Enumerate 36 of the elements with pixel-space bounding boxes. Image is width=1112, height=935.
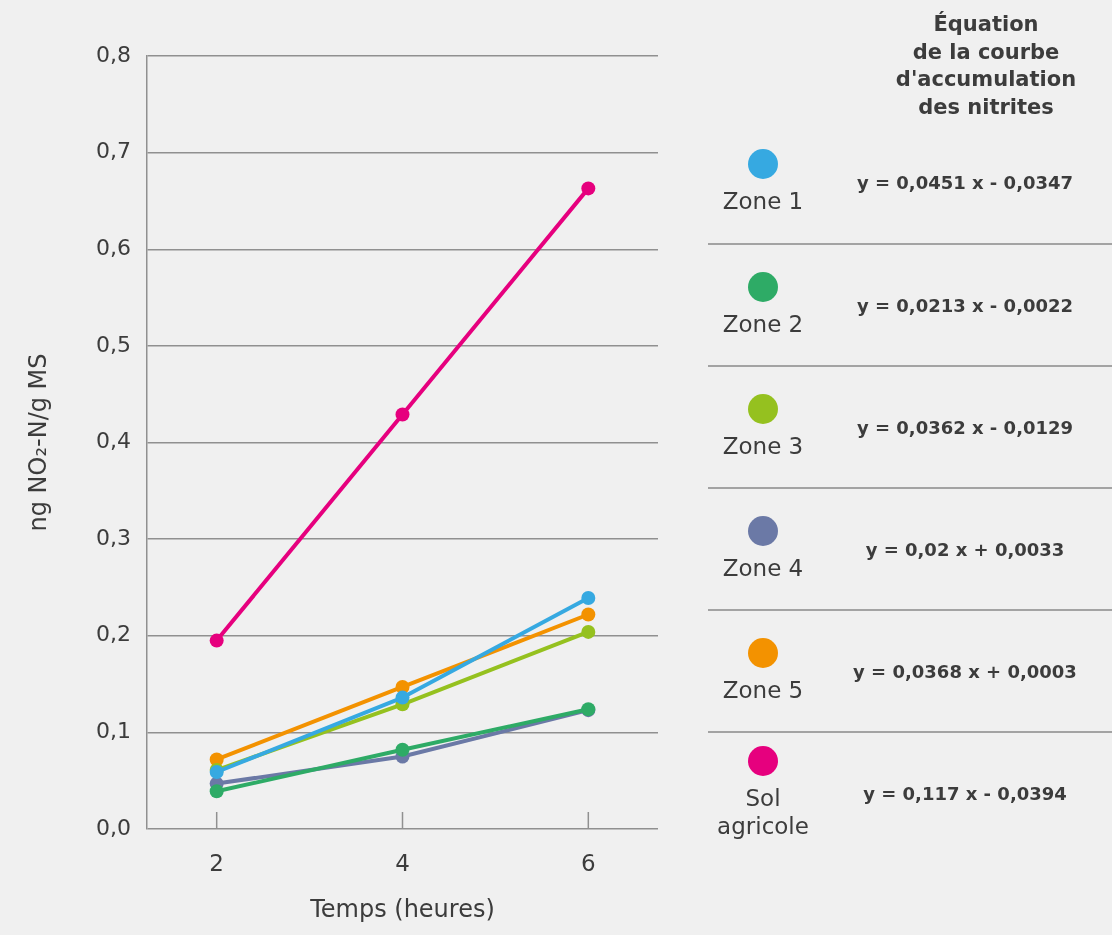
- point: [581, 181, 596, 196]
- text: y = 0,0362 x - 0,0129: [855, 416, 1075, 438]
- text: y = 0,0451 x - 0,0347: [855, 171, 1075, 193]
- text: y = 0,0368 x + 0,0003: [852, 660, 1078, 682]
- y-tick-label: 0,1: [96, 718, 131, 744]
- legend-title: Équation de la courbe d'accumulation des nitrites: [894, 10, 1078, 121]
- legend-label: Zone 1: [722, 187, 804, 215]
- y-tick-label: 0,3: [96, 524, 131, 550]
- point: [581, 607, 596, 622]
- y-tick-label: 0,8: [96, 41, 131, 67]
- point: [581, 591, 596, 606]
- x-tick-label: 2: [209, 849, 224, 876]
- y-tick-label: 0,6: [96, 234, 131, 260]
- legend-label: Sol agricole: [716, 784, 810, 840]
- x-axis-title: Temps (heures): [309, 894, 495, 923]
- y-tick-label: 0,5: [96, 331, 131, 357]
- x-tick-label: 4: [395, 849, 410, 876]
- point: [209, 633, 224, 648]
- x-tick-label: 6: [581, 849, 596, 876]
- legend-label: Zone 3: [722, 432, 804, 460]
- y-tick-label: 0,2: [96, 621, 131, 647]
- y-tick-label: 0,0: [96, 814, 131, 840]
- y-axis-title: ng NO₂-N/g MS: [23, 353, 52, 532]
- y-tick-label: 0,4: [96, 428, 131, 454]
- point: [209, 784, 224, 799]
- point: [395, 690, 410, 705]
- point: [395, 742, 410, 757]
- point: [395, 407, 410, 422]
- point: [581, 624, 596, 639]
- text: y = 0,0213 x - 0,0022: [855, 294, 1075, 316]
- legend-label: Zone 5: [722, 676, 804, 704]
- legend-label: Zone 2: [722, 310, 804, 338]
- text: y = 0,117 x - 0,0394: [862, 782, 1068, 804]
- text: y = 0,02 x + 0,0033: [864, 538, 1066, 560]
- y-tick-label: 0,7: [96, 138, 131, 164]
- legend-label: Zone 4: [722, 554, 804, 582]
